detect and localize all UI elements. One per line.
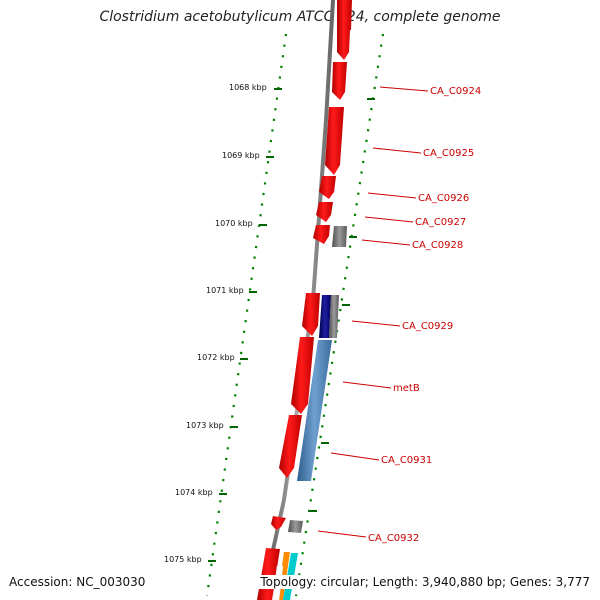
- tick-label: 1074 kbp: [175, 488, 213, 497]
- gene-label[interactable]: CA_C0926: [418, 193, 469, 204]
- gene-arrow[interactable]: [332, 226, 347, 247]
- gene-arrow[interactable]: [325, 107, 344, 175]
- outer-track-ticks: [309, 98, 375, 512]
- tick-label: 1073 kbp: [186, 421, 224, 430]
- tick-label: 1070 kbp: [215, 219, 253, 228]
- gene-labels: CA_C0924 CA_C0925 CA_C0926 CA_C0927 CA_C…: [317, 86, 481, 544]
- gene-label[interactable]: metB: [393, 383, 420, 394]
- gene-label[interactable]: CA_C0924: [430, 86, 481, 97]
- gene-label[interactable]: CA_C0931: [381, 455, 432, 466]
- gene-arrow[interactable]: [313, 225, 330, 244]
- gene-arrow[interactable]: [337, 0, 352, 60]
- gene-arrow[interactable]: [319, 295, 331, 338]
- gc-skew-track-inner: [205, 33, 288, 597]
- gene-arrow[interactable]: [332, 62, 347, 100]
- gene-label[interactable]: CA_C0928: [412, 240, 463, 251]
- tick-label: 1071 kbp: [206, 286, 244, 295]
- tick-label: 1072 kbp: [197, 353, 235, 362]
- gene-arrow[interactable]: [271, 516, 286, 530]
- gene-arrow[interactable]: [279, 415, 302, 478]
- gene-arrow[interactable]: [319, 176, 336, 199]
- tick-label: 1068 kbp: [229, 83, 267, 92]
- tick-label: 1069 kbp: [222, 151, 260, 160]
- tick-label: 1075 kbp: [164, 555, 202, 564]
- gene-label[interactable]: CA_C0932: [368, 533, 419, 544]
- map-title: Clostridium acetobutylicum ATCC 824, com…: [99, 9, 501, 25]
- gene-label[interactable]: CA_C0927: [415, 217, 466, 228]
- scale-ticks: 1068 kbp 1069 kbp 1070 kbp 1071 kbp 1072…: [164, 83, 282, 564]
- gene-arrow[interactable]: [291, 337, 314, 414]
- gene-arrow[interactable]: [329, 295, 339, 338]
- gene-arrow[interactable]: [288, 520, 303, 533]
- gene-arrow[interactable]: [316, 202, 333, 222]
- accession-label: Accession: NC_003030: [9, 575, 146, 589]
- gene-arrow[interactable]: [302, 293, 320, 336]
- genome-stats: Topology: circular; Length: 3,940,880 bp…: [257, 575, 590, 589]
- gene-label[interactable]: CA_C0925: [423, 148, 474, 159]
- gene-arrow[interactable]: [297, 340, 332, 481]
- gene-track: [257, 0, 352, 600]
- gene-label[interactable]: CA_C0929: [402, 321, 453, 332]
